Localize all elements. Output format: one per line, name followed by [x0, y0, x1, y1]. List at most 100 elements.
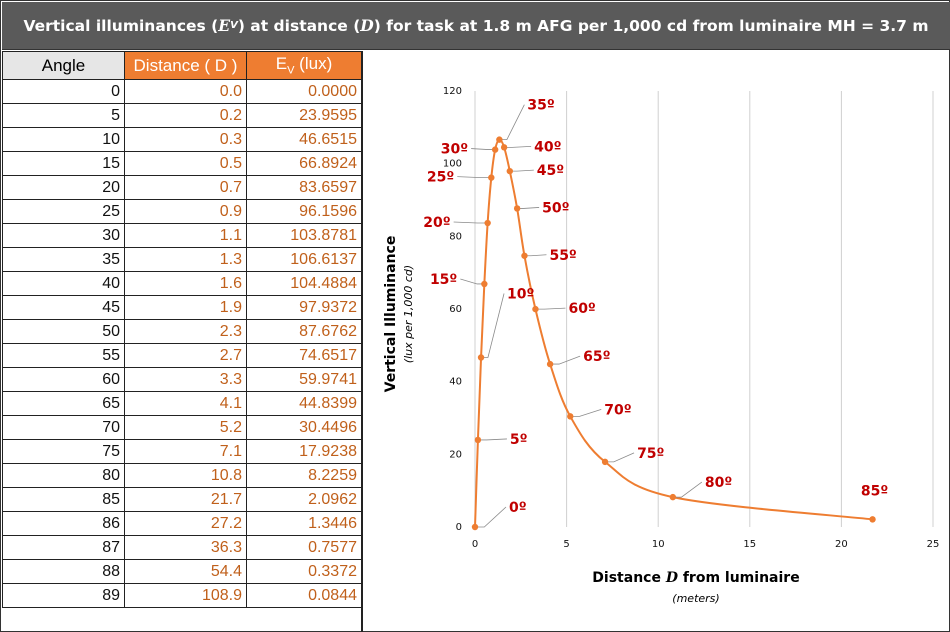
cell-distance: 0.9 — [124, 199, 247, 224]
data-point — [471, 523, 479, 531]
table-row: 65 4.1 44.8399 — [2, 391, 362, 416]
cell-angle: 10 — [2, 127, 125, 152]
data-point — [481, 280, 488, 288]
header-angle: Angle — [2, 51, 125, 80]
y-tick-label: 40 — [449, 377, 462, 388]
table-row: 89 108.9 0.0844 — [2, 583, 362, 608]
cell-ev: 104.4884 — [246, 271, 362, 296]
illuminance-table: Angle Distance ( D ) EV (lux) 0 0.0 0.0000… — [2, 51, 362, 608]
y-tick-label: 60 — [449, 304, 462, 315]
table-row: 35 1.3 106.6137 — [2, 247, 362, 272]
header-ev-symbol: E — [275, 54, 288, 74]
table-row: 45 1.9 97.9372 — [2, 295, 362, 320]
leader-line — [453, 221, 488, 224]
cell-angle: 75 — [2, 439, 125, 464]
table-row: 15 0.5 66.8924 — [2, 151, 362, 176]
leader-line — [524, 254, 547, 257]
point-label: 85º — [861, 483, 888, 499]
table-row: 50 2.3 87.6762 — [2, 319, 362, 344]
cell-angle: 15 — [2, 151, 125, 176]
point-label: 20º — [423, 215, 450, 231]
table-row: 80 10.8 8.2259 — [2, 463, 362, 488]
table-row: 75 7.1 17.9238 — [2, 439, 362, 464]
cell-angle: 88 — [2, 559, 125, 584]
cell-distance: 27.2 — [124, 511, 247, 536]
point-label: 15º — [430, 272, 457, 288]
table-row: 70 5.2 30.4496 — [2, 415, 362, 440]
point-label: 30º — [441, 142, 468, 158]
series-line — [474, 138, 873, 528]
cell-distance: 0.3 — [124, 127, 247, 152]
x-tick-label: 5 — [563, 539, 569, 550]
point-label: 35º — [527, 98, 554, 114]
data-point — [513, 205, 521, 212]
title-part-1: Vertical illuminances ( — [23, 16, 219, 35]
point-label: 25º — [427, 170, 454, 186]
cell-angle: 80 — [2, 463, 125, 488]
chart-panel: 0 5 10 15 20 25 0 20 40 60 80 100 120 0º 5º 10º 15º 20º 2… — [361, 51, 950, 632]
y-tick-label: 120 — [443, 86, 462, 97]
cell-angle: 20 — [2, 175, 125, 200]
data-point — [869, 516, 876, 523]
cell-distance: 1.9 — [124, 295, 247, 320]
cell-angle: 25 — [2, 199, 125, 224]
cell-ev: 1.3446 — [246, 511, 362, 536]
point-label: 5º — [510, 432, 528, 448]
cell-ev: 59.9741 — [246, 367, 362, 392]
y-tick-label: 80 — [449, 231, 462, 242]
table-row: 88 54.4 0.3372 — [2, 559, 362, 584]
cell-angle: 45 — [2, 295, 125, 320]
cell-ev: 66.8924 — [246, 151, 362, 176]
grid-layer — [474, 91, 934, 527]
data-point — [567, 413, 574, 420]
cell-ev: 0.0000 — [246, 79, 362, 104]
leader-line — [475, 506, 507, 528]
cell-ev: 106.6137 — [246, 247, 362, 272]
table-row: 85 21.7 2.0962 — [2, 487, 362, 512]
page-title: Vertical illuminances (E V) at distance (… — [2, 2, 950, 50]
leader-line — [481, 293, 505, 358]
leader-line — [517, 207, 540, 209]
point-label-layer: 0º 5º 10º 15º 20º 25º 30º 35º 40º 45º 50º 55º 60º 65º… — [423, 98, 888, 516]
cell-distance: 0.5 — [124, 151, 247, 176]
cell-distance: 0.7 — [124, 175, 247, 200]
cell-ev: 103.8781 — [246, 223, 362, 248]
point-label: 45º — [537, 163, 564, 179]
cell-ev: 44.8399 — [246, 391, 362, 416]
leader-line — [605, 452, 635, 463]
data-point — [546, 360, 554, 368]
cell-distance: 7.1 — [124, 439, 247, 464]
title-d-symbol: D — [360, 16, 374, 35]
point-label: 50º — [542, 200, 569, 216]
table-row: 20 0.7 83.6597 — [2, 175, 362, 200]
cell-angle: 5 — [2, 103, 125, 128]
cell-angle: 70 — [2, 415, 125, 440]
data-point — [506, 167, 514, 175]
leader-line — [570, 408, 602, 417]
leader-line — [672, 481, 703, 498]
cell-ev: 17.9238 — [246, 439, 362, 464]
x-tick-label: 10 — [652, 539, 665, 550]
cell-angle: 87 — [2, 535, 125, 560]
point-label: 65º — [583, 349, 610, 365]
leader-line — [460, 278, 485, 285]
table-row: 30 1.1 103.8781 — [2, 223, 362, 248]
header-distance: Distance ( D ) — [124, 51, 247, 80]
cell-angle: 50 — [2, 319, 125, 344]
cell-ev: 2.0962 — [246, 487, 362, 512]
cell-ev: 96.1596 — [246, 199, 362, 224]
point-label: 70º — [604, 402, 631, 418]
y-axis-title: Vertical Illuminance — [383, 236, 399, 393]
cell-distance: 5.2 — [124, 415, 247, 440]
cell-ev: 0.7577 — [246, 535, 362, 560]
cell-ev: 23.9595 — [246, 103, 362, 128]
cell-angle: 40 — [2, 271, 125, 296]
cell-distance: 21.7 — [124, 487, 247, 512]
cell-angle: 85 — [2, 487, 125, 512]
x-tick-label: 20 — [835, 539, 848, 550]
point-label: 40º — [534, 139, 561, 155]
cell-angle: 55 — [2, 343, 125, 368]
table-row: 60 3.3 59.9741 — [2, 367, 362, 392]
cell-ev: 87.6762 — [246, 319, 362, 344]
data-point — [496, 136, 503, 143]
